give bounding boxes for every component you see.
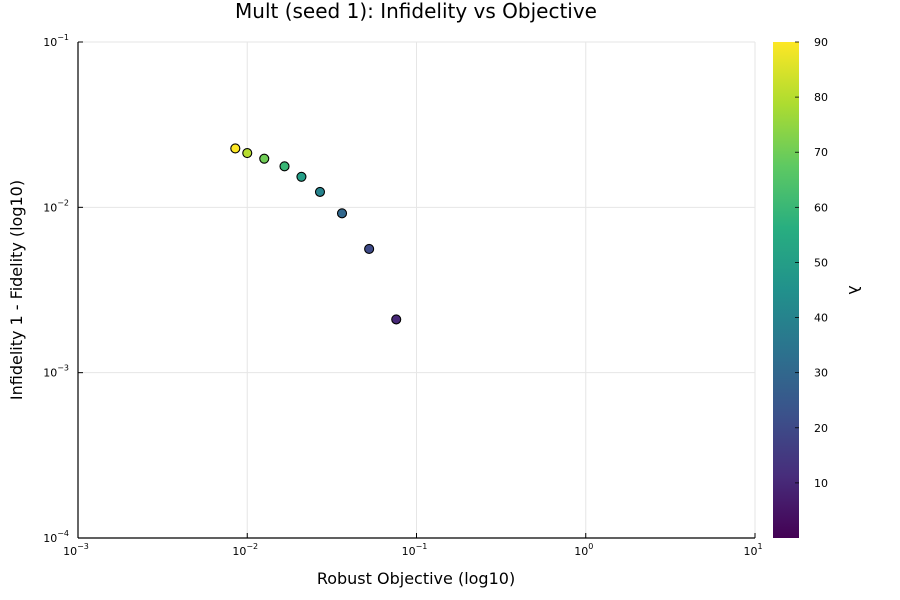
colorbar-label: λ bbox=[845, 285, 864, 294]
x-axis-label: Robust Objective (log10) bbox=[317, 569, 515, 588]
x-tick-base: 10 bbox=[743, 545, 757, 558]
y-tick-label: 10−4 bbox=[43, 529, 69, 545]
scatter-point bbox=[364, 243, 375, 255]
colorbar-tick-label: 70 bbox=[814, 146, 828, 159]
y-tick-base: 10 bbox=[43, 532, 57, 545]
colorbar-tick-label: 90 bbox=[814, 36, 828, 49]
y-tick-label: 10−2 bbox=[43, 198, 69, 214]
x-tick-label: 101 bbox=[743, 542, 762, 558]
colorbar-tick-label: 60 bbox=[814, 201, 828, 214]
colorbar-tick-label: 20 bbox=[814, 422, 828, 435]
colorbar-tick-label: 40 bbox=[814, 312, 828, 325]
y-tick-exponent: −1 bbox=[57, 33, 69, 42]
grid-layer bbox=[77, 41, 756, 539]
x-tick-exponent: 1 bbox=[757, 542, 762, 551]
x-tick-base: 10 bbox=[63, 545, 77, 558]
y-tick-base: 10 bbox=[43, 367, 57, 380]
scatter-point bbox=[242, 147, 253, 159]
y-axis-label: Infidelity 1 - Fidelity (log10) bbox=[7, 180, 26, 400]
scatter-point bbox=[314, 186, 326, 197]
scatter-point bbox=[279, 161, 290, 172]
scatter-point bbox=[259, 153, 270, 164]
colorbar-tick-label: 10 bbox=[814, 477, 828, 490]
x-tick-exponent: 0 bbox=[588, 542, 593, 551]
colorbar-tick-label: 30 bbox=[814, 367, 828, 380]
x-tick-base: 10 bbox=[574, 545, 588, 558]
y-tick-base: 10 bbox=[43, 36, 57, 49]
chart-title: Mult (seed 1): Infidelity vs Objective bbox=[235, 0, 597, 23]
x-tick-base: 10 bbox=[402, 545, 416, 558]
y-tick-label: 10−3 bbox=[43, 364, 69, 380]
y-tick-label: 10−1 bbox=[43, 33, 69, 49]
y-tick-exponent: −2 bbox=[57, 198, 69, 207]
x-tick-label: 10−2 bbox=[232, 542, 258, 558]
x-tick-exponent: −1 bbox=[416, 542, 428, 551]
y-tick-base: 10 bbox=[43, 201, 57, 214]
x-tick-label: 10−1 bbox=[402, 542, 428, 558]
scatter-point bbox=[296, 171, 307, 182]
scatter-point bbox=[391, 314, 402, 325]
x-tick-base: 10 bbox=[232, 545, 246, 558]
scatter-point bbox=[230, 143, 241, 154]
x-tick-exponent: −2 bbox=[246, 542, 258, 551]
x-tick-label: 100 bbox=[574, 542, 593, 558]
x-tick-label: 10−3 bbox=[63, 542, 89, 558]
y-tick-exponent: −3 bbox=[57, 364, 69, 373]
data-points bbox=[230, 143, 402, 325]
colorbar-ticks: 10 20 30 40 50 60 70 80 90 bbox=[795, 36, 828, 490]
colorbar-tick-label: 50 bbox=[814, 256, 828, 269]
colorbar bbox=[773, 42, 799, 538]
colorbar-tick-label: 80 bbox=[814, 91, 828, 104]
y-tick-exponent: −4 bbox=[57, 529, 69, 538]
x-tick-exponent: −3 bbox=[77, 542, 89, 551]
scatter-point bbox=[336, 208, 348, 219]
